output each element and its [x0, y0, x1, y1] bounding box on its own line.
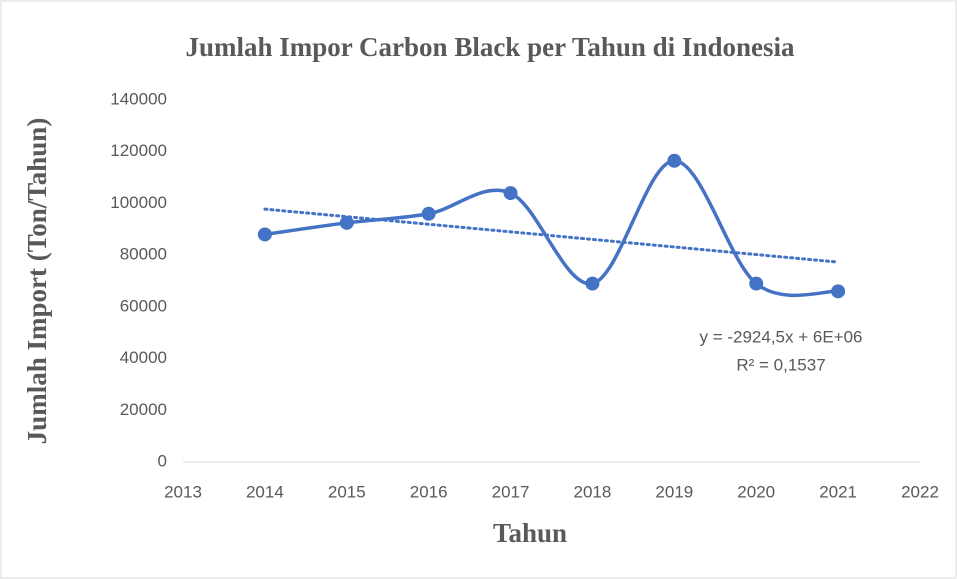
data-point — [749, 276, 764, 291]
data-point — [667, 153, 682, 168]
chart-title: Jumlah Impor Carbon Black per Tahun di I… — [186, 32, 795, 62]
data-point — [421, 206, 436, 221]
x-axis-label: Tahun — [493, 518, 567, 548]
data-point — [257, 227, 272, 242]
trend-r-squared: R² = 0,1537 — [736, 355, 825, 374]
y-tick-label: 20000 — [120, 400, 167, 419]
y-tick-label: 100000 — [110, 193, 167, 212]
x-tick-label: 2018 — [574, 482, 612, 501]
series-line — [264, 159, 839, 298]
trendline — [263, 207, 840, 264]
data-point — [339, 215, 354, 230]
data-point — [503, 186, 518, 201]
x-tick-label: 2015 — [328, 482, 366, 501]
trend-equation: y = -2924,5x + 6E+06 — [699, 327, 862, 346]
data-point — [831, 284, 846, 299]
y-tick-label: 0 — [158, 451, 167, 470]
y-axis-label: Jumlah Import (Ton/Tahun) — [22, 118, 52, 445]
x-tick-label: 2017 — [492, 482, 530, 501]
x-tick-label: 2019 — [655, 482, 693, 501]
x-tick-label: 2021 — [819, 482, 857, 501]
y-tick-label: 60000 — [120, 296, 167, 315]
y-tick-label: 80000 — [120, 245, 167, 264]
y-tick-label: 120000 — [110, 141, 167, 160]
x-tick-label: 2013 — [164, 482, 202, 501]
data-point — [585, 276, 600, 291]
x-tick-label: 2016 — [410, 482, 448, 501]
y-tick-label: 40000 — [120, 348, 167, 367]
y-tick-label: 140000 — [110, 89, 167, 108]
x-tick-label: 2022 — [901, 482, 939, 501]
x-tick-label: 2014 — [246, 482, 284, 501]
x-tick-label: 2020 — [737, 482, 775, 501]
